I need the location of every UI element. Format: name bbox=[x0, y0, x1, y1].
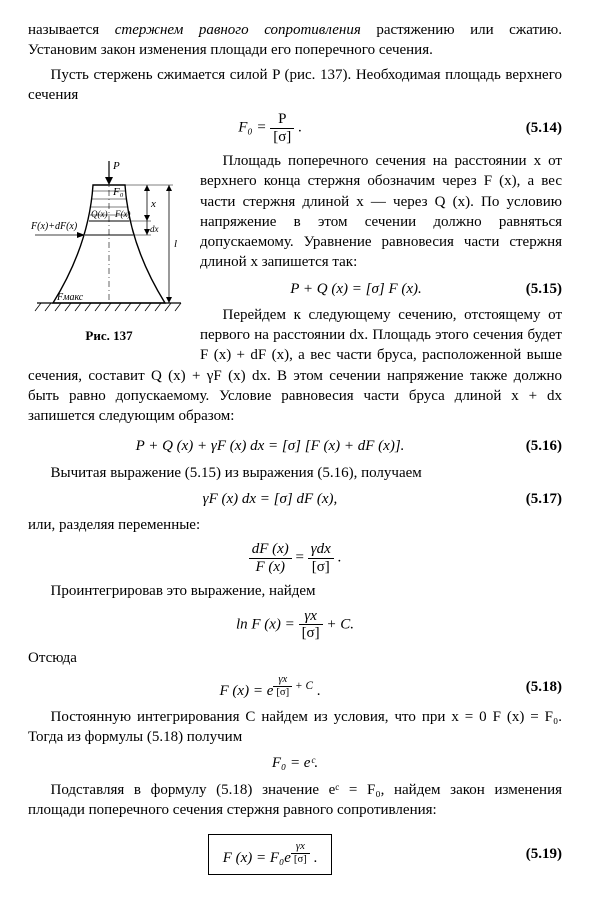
tail: . bbox=[310, 850, 318, 866]
eq-number: (5.15) bbox=[512, 279, 562, 299]
para-8: Отсюда bbox=[28, 648, 562, 668]
lbl-l: l bbox=[174, 238, 177, 250]
em-term: стержнем равного сопротивления bbox=[115, 22, 361, 38]
d: [σ] bbox=[291, 854, 310, 866]
para-6: или, разделяя переменные: bbox=[28, 515, 562, 535]
para-10: Подставляя в формулу (5.18) значение eᶜ … bbox=[28, 780, 562, 821]
equation-5-19: F (x) = F₀eγx[σ] . (5.19) bbox=[28, 834, 562, 875]
frac: γx[σ] bbox=[291, 841, 310, 866]
d: F (x) bbox=[249, 559, 292, 576]
d: [σ] bbox=[308, 559, 334, 576]
equation-5-14: F₀ = P[σ] . (5.14) bbox=[28, 111, 562, 145]
n: γx bbox=[299, 608, 323, 626]
figure-caption: Рис. 137 bbox=[28, 327, 190, 345]
tail: . bbox=[334, 550, 342, 566]
lbl-dx: dx bbox=[150, 224, 159, 234]
lbl-F0: F₀ bbox=[112, 186, 124, 198]
lbl-Fx: F(x) bbox=[114, 209, 131, 219]
lhs: F (x) = F₀e bbox=[223, 850, 291, 866]
n: γx bbox=[273, 674, 292, 687]
lhs: F₀ = bbox=[238, 119, 270, 135]
d: [σ] bbox=[273, 687, 292, 699]
n: γdx bbox=[308, 541, 334, 559]
n: dF (x) bbox=[249, 541, 292, 559]
para-9: Постоянную интегрирования C найдем из ус… bbox=[28, 707, 562, 748]
eq-body: P + Q (x) + γF (x) dx = [σ] [F (x) + dF … bbox=[28, 436, 512, 456]
para-2: Пусть стержень сжимается силой P (рис. 1… bbox=[28, 65, 562, 106]
lhs: ln F (x) = bbox=[236, 616, 299, 632]
t: называется bbox=[28, 22, 115, 38]
eq-number: (5.19) bbox=[512, 844, 562, 864]
para-1: называется стержнем равного сопротивлени… bbox=[28, 20, 562, 61]
equation-5-16: P + Q (x) + γF (x) dx = [σ] [F (x) + dF … bbox=[28, 436, 562, 456]
para-7: Проинтегрировав это выражение, найдем bbox=[28, 581, 562, 601]
num: P bbox=[270, 111, 294, 129]
lbl-Qx: Q(x) bbox=[91, 209, 108, 219]
n: γx bbox=[291, 841, 310, 854]
eq-number: (5.18) bbox=[512, 677, 562, 697]
equation-F0: F₀ = eᶜ. bbox=[28, 753, 562, 773]
frac-r: γdx[σ] bbox=[308, 541, 334, 575]
eq-body: F₀ = P[σ] . bbox=[28, 111, 512, 145]
eq-body: F (x) = eγx[σ] + C . bbox=[28, 674, 512, 701]
equation-ln: ln F (x) = γx[σ] + C. bbox=[28, 608, 562, 642]
frac-l: dF (x)F (x) bbox=[249, 541, 292, 575]
lbl-left: F(x)+dF(x) bbox=[30, 221, 78, 232]
lhs: F (x) = e bbox=[220, 683, 274, 699]
sup: γx[σ] bbox=[291, 847, 310, 859]
lbl-Fmax: Fмакс bbox=[56, 292, 84, 303]
eq-number: (5.14) bbox=[512, 118, 562, 138]
tail: . bbox=[294, 119, 302, 135]
den: [σ] bbox=[270, 129, 294, 146]
eq-body: F (x) = F₀eγx[σ] . bbox=[28, 834, 512, 875]
tail: + C. bbox=[323, 616, 354, 632]
para-5: Вычитая выражение (5.15) из выражения (5… bbox=[28, 463, 562, 483]
lbl-x: x bbox=[150, 198, 156, 210]
figure-137: P F₀ F(x)+dF(x) Q(x) F(x) x dx l Fмакс Р… bbox=[28, 155, 190, 345]
frac: P[σ] bbox=[270, 111, 294, 145]
sup: γx[σ] + C bbox=[273, 680, 313, 692]
figure-svg: P F₀ F(x)+dF(x) Q(x) F(x) x dx l Fмакс bbox=[29, 155, 189, 325]
eq-number: (5.16) bbox=[512, 436, 562, 456]
tail: . bbox=[313, 683, 321, 699]
equation-5-18: F (x) = eγx[σ] + C . (5.18) bbox=[28, 674, 562, 701]
equation-5-15: P + Q (x) = [σ] F (x). (5.15) bbox=[200, 279, 562, 299]
equation-diff: dF (x)F (x) = γdx[σ] . bbox=[28, 541, 562, 575]
eq: = bbox=[292, 550, 308, 566]
d: [σ] bbox=[299, 625, 323, 642]
lbl-P: P bbox=[112, 160, 120, 172]
sup-tail: + C bbox=[292, 680, 313, 692]
equation-5-17: γF (x) dx = [σ] dF (x), (5.17) bbox=[28, 489, 562, 509]
eq-number: (5.17) bbox=[512, 489, 562, 509]
eq-body: γF (x) dx = [σ] dF (x), bbox=[28, 489, 512, 509]
frac: γx[σ] bbox=[273, 674, 292, 699]
frac: γx[σ] bbox=[299, 608, 323, 642]
boxed-eq: F (x) = F₀eγx[σ] . bbox=[208, 834, 333, 875]
eq-body: P + Q (x) = [σ] F (x). bbox=[200, 279, 512, 299]
